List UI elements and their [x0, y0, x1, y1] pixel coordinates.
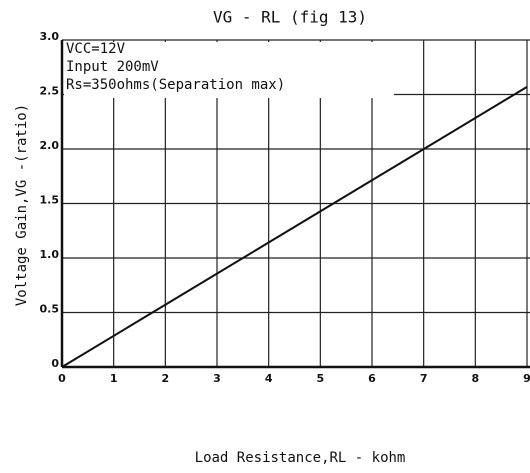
y-tick-label: 2.0 [40, 139, 60, 152]
x-tick-label: 9 [523, 372, 530, 385]
annotation: Input 200mV [66, 59, 159, 75]
data-line [61, 86, 528, 368]
x-tick-label: 0 [58, 372, 66, 385]
y-tick-label: 0 [51, 357, 59, 370]
x-tick-label: 7 [420, 372, 428, 385]
y-tick-label: 1.5 [40, 194, 60, 207]
x-tick-label: 3 [213, 372, 221, 385]
annotation-box [64, 42, 394, 98]
x-tick-label: 6 [368, 372, 376, 385]
x-tick-label: 2 [162, 372, 170, 385]
y-tick-label: 1.0 [40, 248, 60, 261]
x-tick-label: 1 [110, 372, 118, 385]
y-tick-label: 0.5 [40, 303, 60, 316]
annotation: VCC=12V [66, 41, 126, 57]
y-axis-label: Voltage Gain,VG -(ratio) [14, 104, 30, 306]
x-tick-label: 5 [317, 372, 325, 385]
chart-title: VG - RL (fig 13) [213, 8, 367, 27]
x-axis-label: Load Resistance,RL - kohm [195, 450, 406, 466]
x-tick-label: 8 [472, 372, 480, 385]
annotation: Rs=350ohms(Separation max) [66, 77, 285, 93]
x-tick-label: 4 [265, 372, 273, 385]
y-tick-label: 3.0 [40, 30, 60, 43]
y-tick-label: 2.5 [40, 85, 60, 98]
